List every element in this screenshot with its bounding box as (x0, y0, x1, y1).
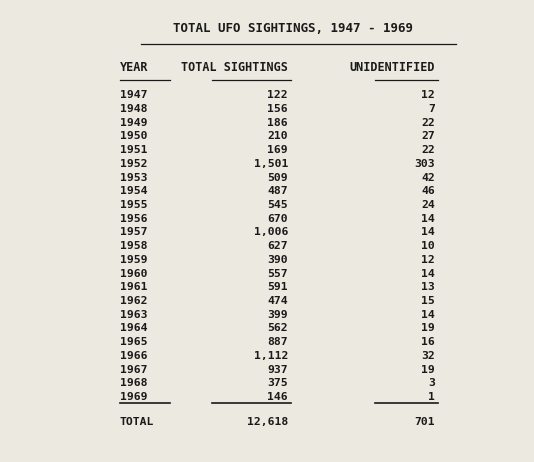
Text: 487: 487 (268, 186, 288, 196)
Text: 1,501: 1,501 (254, 159, 288, 169)
Text: 1967: 1967 (120, 365, 147, 375)
Text: 27: 27 (421, 132, 435, 141)
Text: 14: 14 (421, 310, 435, 320)
Text: 474: 474 (268, 296, 288, 306)
Text: 1962: 1962 (120, 296, 147, 306)
Text: 1,006: 1,006 (254, 227, 288, 237)
Text: 1955: 1955 (120, 200, 147, 210)
Text: 169: 169 (268, 145, 288, 155)
Text: 1954: 1954 (120, 186, 147, 196)
Text: 46: 46 (421, 186, 435, 196)
Text: 1957: 1957 (120, 227, 147, 237)
Text: 1959: 1959 (120, 255, 147, 265)
Text: 12,618: 12,618 (247, 417, 288, 427)
Text: 375: 375 (268, 378, 288, 388)
Text: 14: 14 (421, 268, 435, 279)
Text: 42: 42 (421, 173, 435, 182)
Text: 7: 7 (428, 104, 435, 114)
Text: 24: 24 (421, 200, 435, 210)
Text: 186: 186 (268, 118, 288, 128)
Text: 545: 545 (268, 200, 288, 210)
Text: 12: 12 (421, 255, 435, 265)
Text: 22: 22 (421, 145, 435, 155)
Text: 156: 156 (268, 104, 288, 114)
Text: 14: 14 (421, 214, 435, 224)
Text: 937: 937 (268, 365, 288, 375)
Text: 591: 591 (268, 282, 288, 292)
Text: 1963: 1963 (120, 310, 147, 320)
Text: 562: 562 (268, 323, 288, 334)
Text: 1: 1 (428, 392, 435, 402)
Text: 122: 122 (268, 91, 288, 100)
Text: 1965: 1965 (120, 337, 147, 347)
Text: 14: 14 (421, 227, 435, 237)
Text: 1961: 1961 (120, 282, 147, 292)
Text: 1948: 1948 (120, 104, 147, 114)
Text: 399: 399 (268, 310, 288, 320)
Text: 557: 557 (268, 268, 288, 279)
Text: 13: 13 (421, 282, 435, 292)
Text: TOTAL: TOTAL (120, 417, 154, 427)
Text: 32: 32 (421, 351, 435, 361)
Text: 701: 701 (414, 417, 435, 427)
Text: 509: 509 (268, 173, 288, 182)
Text: 146: 146 (268, 392, 288, 402)
Text: 670: 670 (268, 214, 288, 224)
Text: 3: 3 (428, 378, 435, 388)
Text: 303: 303 (414, 159, 435, 169)
Text: 1968: 1968 (120, 378, 147, 388)
Text: 1950: 1950 (120, 132, 147, 141)
Text: 1969: 1969 (120, 392, 147, 402)
Text: 22: 22 (421, 118, 435, 128)
Text: 1952: 1952 (120, 159, 147, 169)
Text: YEAR: YEAR (120, 61, 148, 74)
Text: 1960: 1960 (120, 268, 147, 279)
Text: 1949: 1949 (120, 118, 147, 128)
Text: UNIDENTIFIED: UNIDENTIFIED (350, 61, 435, 74)
Text: 15: 15 (421, 296, 435, 306)
Text: 390: 390 (268, 255, 288, 265)
Text: 887: 887 (268, 337, 288, 347)
Text: TOTAL SIGHTINGS: TOTAL SIGHTINGS (181, 61, 288, 74)
Text: 1,112: 1,112 (254, 351, 288, 361)
Text: 1956: 1956 (120, 214, 147, 224)
Text: 12: 12 (421, 91, 435, 100)
Text: 627: 627 (268, 241, 288, 251)
Text: 210: 210 (268, 132, 288, 141)
Text: 1947: 1947 (120, 91, 147, 100)
Text: 1953: 1953 (120, 173, 147, 182)
Text: 16: 16 (421, 337, 435, 347)
Text: 19: 19 (421, 365, 435, 375)
Text: 1964: 1964 (120, 323, 147, 334)
Text: TOTAL UFO SIGHTINGS, 1947 - 1969: TOTAL UFO SIGHTINGS, 1947 - 1969 (174, 22, 413, 35)
Text: 1966: 1966 (120, 351, 147, 361)
Text: 1958: 1958 (120, 241, 147, 251)
Text: 10: 10 (421, 241, 435, 251)
Text: 19: 19 (421, 323, 435, 334)
Text: 1951: 1951 (120, 145, 147, 155)
